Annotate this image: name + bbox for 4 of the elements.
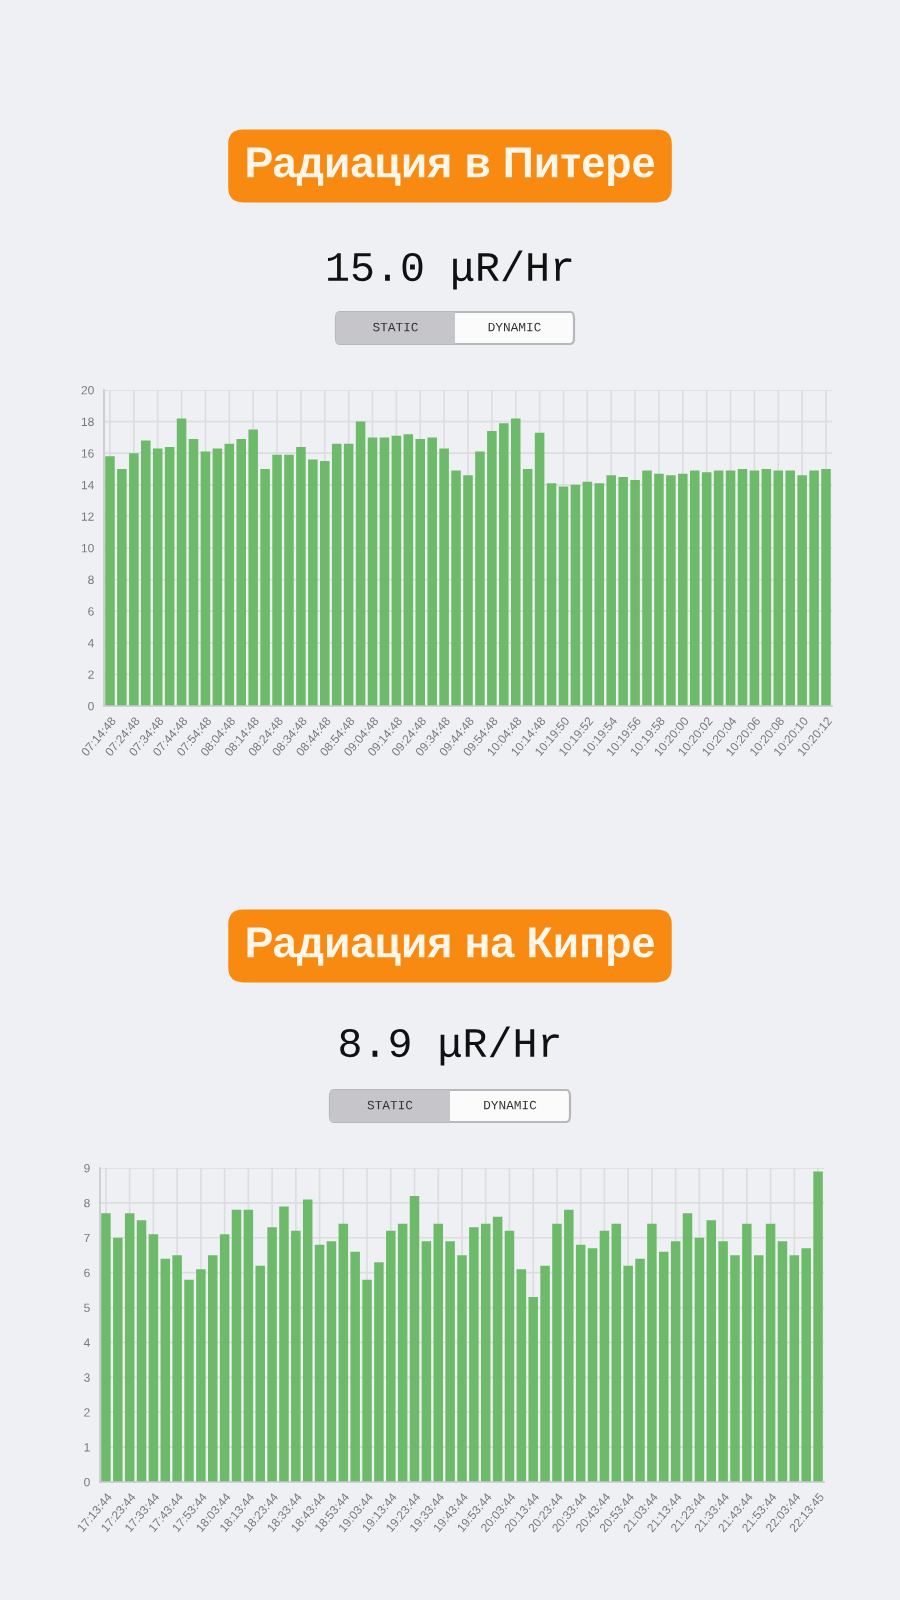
chart-subtitle: 15.0 μR/Hr [327, 250, 572, 290]
chart-title: Радиация в Питере [247, 147, 655, 187]
chart-subtitle: 8.9 μR/Hr [340, 1026, 559, 1066]
chart-title: Радиация на Кипре [247, 927, 654, 967]
